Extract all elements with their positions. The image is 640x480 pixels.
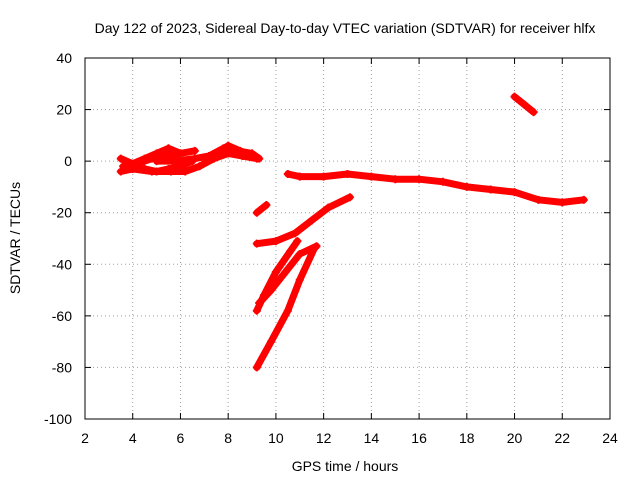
data-point xyxy=(171,157,180,166)
data-point xyxy=(248,151,257,160)
data-point xyxy=(181,167,190,176)
data-point xyxy=(195,162,204,171)
data-point xyxy=(252,239,261,248)
data-point xyxy=(252,306,261,315)
data-point xyxy=(271,237,280,246)
x-tick-label: 6 xyxy=(177,430,185,446)
x-tick-label: 10 xyxy=(268,430,284,446)
data-point xyxy=(293,237,302,246)
x-tick-label: 14 xyxy=(364,430,380,446)
data-point xyxy=(271,268,280,277)
chart-title: Day 122 of 2023, Sidereal Day-to-day VTE… xyxy=(95,20,596,36)
series-arc-rise-1 xyxy=(252,193,354,248)
data-point xyxy=(283,170,292,179)
data-point xyxy=(236,146,245,155)
y-tick-label: -60 xyxy=(52,308,72,324)
data-point xyxy=(164,144,173,153)
y-tick-label: -100 xyxy=(44,411,72,427)
data-point xyxy=(255,154,264,163)
data-point xyxy=(190,154,199,163)
x-tick-label: 22 xyxy=(554,430,570,446)
data-series xyxy=(116,92,588,372)
y-tick-label: 20 xyxy=(56,102,72,118)
series-arc-drop xyxy=(252,244,319,372)
data-point xyxy=(252,363,261,372)
data-point xyxy=(224,141,233,150)
x-tick-label: 24 xyxy=(602,430,618,446)
x-tick-label: 4 xyxy=(129,430,137,446)
data-point xyxy=(291,229,299,238)
y-tick-label: -20 xyxy=(52,205,72,221)
data-point xyxy=(486,185,495,194)
x-tick-label: 16 xyxy=(411,430,427,446)
data-point xyxy=(147,167,156,176)
data-point xyxy=(128,164,137,173)
y-axis-label: SDTVAR / TECUs xyxy=(7,182,23,294)
data-point xyxy=(286,247,295,256)
data-point xyxy=(462,182,471,191)
y-tick-label: -40 xyxy=(52,256,72,272)
series-arc-main xyxy=(283,170,588,207)
data-point xyxy=(520,100,529,109)
y-tick-label: -80 xyxy=(52,359,72,375)
data-point xyxy=(579,195,588,204)
data-point xyxy=(438,177,447,186)
x-axis-label: GPS time / hours xyxy=(292,458,399,474)
x-tick-label: 20 xyxy=(507,430,523,446)
x-axis: 2 4 6 8 10 12 14 16 18 20 22 24 xyxy=(81,58,618,446)
series-arc-late xyxy=(510,92,538,117)
data-point xyxy=(152,157,161,166)
series-band xyxy=(212,142,256,160)
data-point xyxy=(295,249,304,258)
x-tick-label: 12 xyxy=(316,430,332,446)
data-point xyxy=(176,149,185,158)
data-point xyxy=(415,175,424,184)
series-arc-early-3 xyxy=(119,146,199,171)
data-point xyxy=(319,172,328,181)
data-point xyxy=(558,198,567,207)
data-point xyxy=(281,268,290,277)
y-axis: -100 -80 -60 -40 -20 0 20 40 xyxy=(44,50,610,427)
data-point xyxy=(295,172,304,181)
x-tick-label: 2 xyxy=(81,430,89,446)
data-point xyxy=(252,208,261,217)
series-band xyxy=(253,193,354,248)
series-arc-early-6 xyxy=(212,141,257,160)
x-tick-label: 8 xyxy=(224,430,232,446)
grid xyxy=(85,58,610,419)
data-point xyxy=(310,244,319,253)
data-point xyxy=(212,149,221,158)
data-point xyxy=(255,298,264,307)
data-point xyxy=(267,337,276,346)
data-point xyxy=(324,203,333,212)
data-point xyxy=(205,151,214,160)
series-arc-rise-3 xyxy=(255,242,321,307)
data-point xyxy=(267,286,276,295)
data-point xyxy=(307,216,316,225)
data-point xyxy=(367,172,376,181)
data-point xyxy=(510,188,519,197)
data-point xyxy=(190,146,199,155)
data-point xyxy=(283,306,292,315)
data-point xyxy=(391,175,400,184)
data-point xyxy=(534,195,543,204)
data-point xyxy=(262,200,271,209)
data-point xyxy=(166,167,175,176)
data-point xyxy=(116,154,125,163)
y-tick-label: 0 xyxy=(64,153,72,169)
data-point xyxy=(345,193,354,202)
data-point xyxy=(119,162,128,171)
data-point xyxy=(510,92,519,101)
x-tick-label: 18 xyxy=(459,430,475,446)
data-point xyxy=(529,108,538,117)
series-band xyxy=(253,201,270,217)
data-point xyxy=(343,170,352,179)
data-point xyxy=(295,275,304,284)
y-tick-label: 40 xyxy=(56,50,72,66)
plot-frame xyxy=(84,57,611,420)
series-arc-short xyxy=(252,200,271,217)
